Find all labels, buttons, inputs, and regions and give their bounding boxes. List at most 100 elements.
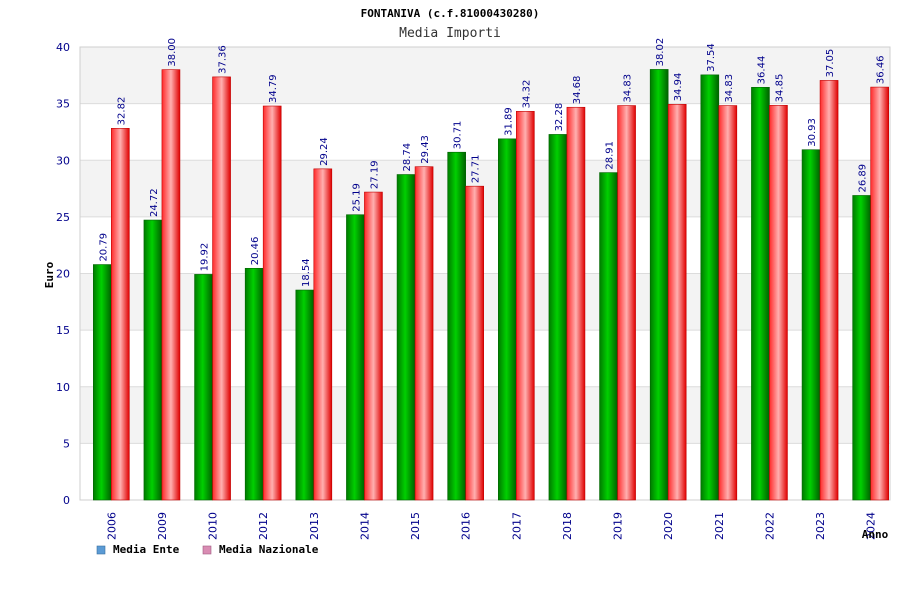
bar-media-ente	[295, 289, 315, 501]
x-tick-label: 2020	[662, 512, 675, 540]
value-label: 32.82	[116, 97, 127, 126]
value-label: 30.93	[807, 118, 818, 147]
bar-media-ente	[244, 267, 264, 501]
y-tick-label: 20	[56, 268, 70, 281]
x-tick-label: 2012	[257, 512, 270, 540]
bar-media-ente	[194, 274, 213, 501]
bar-media-ente	[396, 174, 416, 501]
y-tick-label: 25	[56, 211, 70, 224]
bar-media-nazionale	[870, 86, 889, 501]
bar-media-nazionale	[414, 166, 434, 501]
bar-media-nazionale	[262, 105, 282, 501]
value-label: 19.92	[200, 243, 211, 272]
x-axis-label: Anno	[862, 528, 889, 541]
x-tick-label: 2014	[358, 512, 371, 540]
bar-media-ente	[852, 195, 871, 501]
value-label: 37.05	[825, 49, 836, 78]
bar-media-nazionale	[566, 106, 586, 501]
value-label: 20.46	[250, 237, 261, 266]
bar-media-ente	[751, 87, 770, 501]
bar-media-ente	[548, 134, 568, 501]
value-label: 36.46	[876, 55, 887, 84]
bar-media-ente	[700, 74, 720, 501]
value-label: 24.72	[149, 188, 160, 217]
bar-media-nazionale	[819, 80, 839, 501]
value-label: 37.54	[706, 43, 717, 72]
value-label: 28.74	[402, 143, 413, 172]
y-tick-label: 40	[56, 41, 70, 54]
x-tick-label: 2018	[561, 512, 574, 540]
y-tick-label: 30	[56, 154, 70, 167]
value-label: 34.32	[521, 80, 532, 109]
value-label: 34.83	[623, 74, 634, 103]
x-tick-label: 2023	[814, 512, 827, 540]
legend: Media Ente Media Nazionale	[96, 543, 319, 556]
bars	[93, 69, 889, 501]
value-label: 34.68	[572, 76, 583, 105]
bar-media-nazionale	[364, 191, 383, 501]
bar-media-ente	[93, 264, 112, 501]
chart-title: FONTANIVA (c.f.81000430280)	[361, 7, 540, 20]
bar-media-ente	[346, 214, 365, 501]
legend-label-media-nazionale: Media Nazionale	[219, 543, 319, 556]
value-label: 27.19	[369, 160, 380, 189]
bar-media-ente	[447, 151, 466, 501]
x-tick-label: 2021	[713, 512, 726, 540]
value-label: 25.19	[351, 183, 362, 212]
bar-media-nazionale	[465, 185, 484, 501]
value-label: 29.43	[420, 135, 431, 164]
value-label: 20.79	[98, 233, 109, 262]
bar-media-nazionale	[769, 105, 788, 501]
bar-media-ente	[498, 138, 517, 501]
value-label: 32.28	[554, 103, 565, 132]
legend-swatch-media-ente	[96, 545, 106, 555]
value-label: 34.94	[673, 73, 684, 102]
value-label: 18.54	[301, 258, 312, 287]
value-label: 34.79	[268, 74, 279, 103]
bar-media-nazionale	[111, 128, 130, 501]
y-axis-label: Euro	[43, 261, 56, 288]
x-tick-label: 2015	[409, 512, 422, 540]
value-label: 26.89	[858, 164, 869, 193]
value-label: 27.71	[471, 155, 482, 184]
x-tick-label: 2016	[460, 512, 473, 540]
legend-swatch-media-nazionale	[202, 545, 212, 555]
bar-media-nazionale	[718, 105, 738, 501]
value-label: 38.00	[167, 38, 178, 67]
bar-media-ente	[649, 69, 669, 501]
x-tick-label: 2006	[105, 512, 118, 540]
value-label: 34.85	[774, 74, 785, 103]
bar-media-nazionale	[516, 111, 535, 501]
x-tick-label: 2010	[207, 512, 220, 540]
value-label: 30.71	[453, 121, 464, 150]
y-tick-label: 0	[63, 494, 70, 507]
x-tick-label: 2019	[612, 512, 625, 540]
x-tick-label: 2024	[865, 512, 878, 540]
bar-media-nazionale	[313, 168, 333, 501]
y-axis-ticks: 0 5 10 15 20 25 30 35 40	[56, 41, 70, 507]
value-label: 28.91	[605, 141, 616, 170]
value-label: 37.36	[218, 45, 229, 74]
x-tick-label: 2009	[156, 512, 169, 540]
value-label: 36.44	[756, 56, 767, 85]
bar-media-nazionale	[667, 104, 687, 501]
bar-media-ente	[801, 149, 821, 501]
x-axis-ticks: 2006 2009 2010 2012 2013 2014 2015 2016 2017 2018…	[105, 512, 877, 540]
x-tick-label: 2022	[763, 512, 776, 540]
value-label: 31.89	[503, 107, 514, 136]
bar-media-nazionale	[161, 69, 181, 501]
bar-media-nazionale	[617, 105, 636, 501]
y-tick-label: 5	[63, 437, 70, 450]
value-label: 34.83	[724, 74, 735, 103]
plot-border	[79, 46, 891, 501]
bar-media-ente	[143, 219, 163, 501]
y-tick-label: 10	[56, 381, 70, 394]
x-tick-label: 2013	[308, 512, 321, 540]
chart-subtitle: Media Importi	[399, 26, 501, 41]
bar-media-nazionale	[212, 76, 231, 501]
y-tick-label: 15	[56, 324, 70, 337]
y-tick-label: 35	[56, 98, 70, 111]
x-tick-label: 2017	[510, 512, 523, 540]
legend-label-media-ente: Media Ente	[113, 543, 180, 556]
